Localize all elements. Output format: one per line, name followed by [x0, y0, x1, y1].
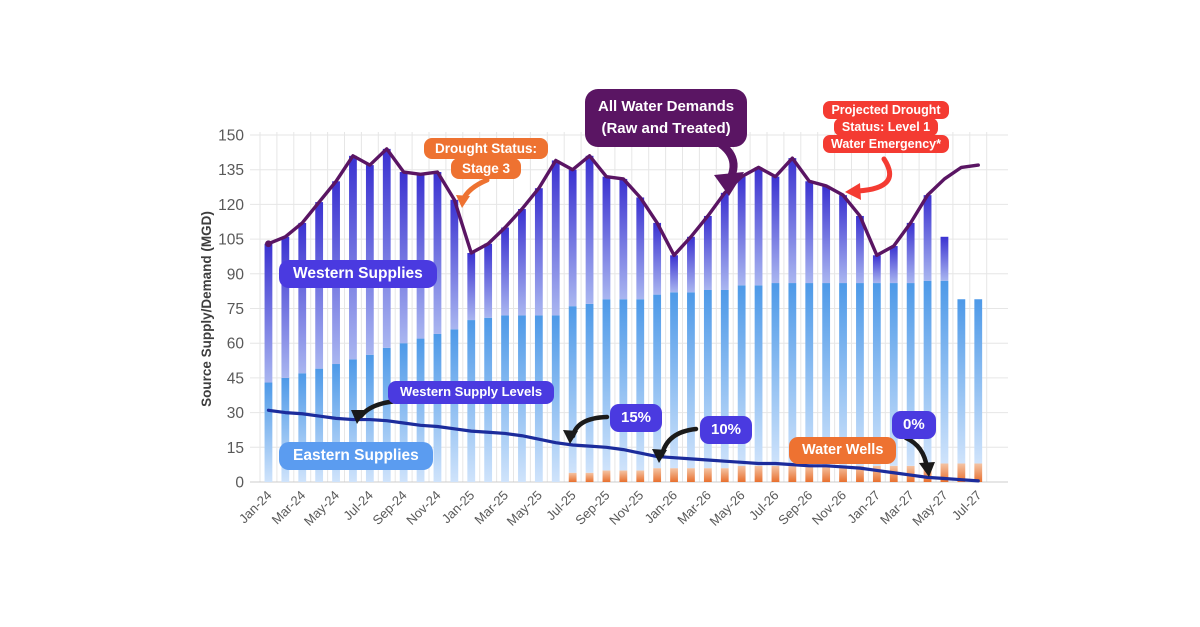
svg-text:Jan-26: Jan-26	[641, 488, 680, 527]
svg-text:Nov-24: Nov-24	[403, 488, 443, 528]
pct-15-badge: 15%	[610, 404, 663, 432]
y-axis-title: Source Supply/Demand (MGD)	[199, 211, 214, 407]
pct-10-badge: 10%	[700, 416, 753, 444]
svg-text:May-26: May-26	[707, 488, 748, 529]
x-axis-tick-labels: Jan-24Mar-24May-24Jul-24Sep-24Nov-24Jan-…	[236, 488, 985, 529]
svg-text:15: 15	[227, 440, 244, 457]
svg-text:Nov-26: Nov-26	[809, 488, 849, 528]
drought-stage3-line2: Stage 3	[450, 158, 522, 179]
y-axis-tick-labels: 0 15 30 45 60 75 90 105 120 135 150	[218, 128, 244, 492]
svg-text:Jan-24: Jan-24	[236, 488, 275, 527]
svg-text:Sep-24: Sep-24	[370, 488, 410, 528]
svg-text:Nov-25: Nov-25	[606, 488, 646, 528]
all-water-demands-line	[265, 147, 980, 257]
svg-text:Mar-26: Mar-26	[674, 488, 714, 528]
drought-stage3-line1: Drought Status:	[424, 138, 548, 159]
svg-text:0: 0	[235, 475, 244, 492]
svg-text:Mar-24: Mar-24	[269, 488, 309, 528]
water-wells-label: Water Wells	[789, 437, 897, 464]
western-supply-levels-line	[266, 408, 980, 483]
projected-drought-line1: Projected Drought	[823, 101, 949, 119]
svg-text:Jan-27: Jan-27	[844, 488, 883, 527]
svg-text:75: 75	[227, 301, 244, 318]
svg-text:May-24: May-24	[301, 488, 342, 529]
svg-text:60: 60	[227, 336, 245, 353]
svg-text:150: 150	[218, 128, 244, 145]
eastern-supplies-label: Eastern Supplies	[279, 442, 433, 471]
svg-text:135: 135	[218, 162, 244, 179]
svg-text:Mar-27: Mar-27	[877, 488, 917, 528]
svg-text:105: 105	[218, 232, 244, 249]
drought-stage3-callout: Drought Status: Stage 3	[424, 138, 548, 179]
svg-text:Mar-25: Mar-25	[471, 488, 511, 528]
all-water-demands-callout: All Water Demands (Raw and Treated)	[585, 89, 748, 147]
supply-bars	[264, 148, 983, 482]
svg-text:90: 90	[227, 266, 245, 283]
svg-text:30: 30	[227, 405, 245, 422]
pct-0-badge: 0%	[892, 411, 936, 439]
projected-drought-callout: Projected Drought Status: Level 1 Water …	[820, 101, 952, 153]
svg-text:May-27: May-27	[909, 488, 950, 529]
svg-text:Jan-25: Jan-25	[439, 488, 478, 527]
svg-text:120: 120	[218, 197, 244, 214]
svg-text:45: 45	[227, 370, 244, 387]
svg-text:May-25: May-25	[504, 488, 545, 529]
all-water-demands-line1: All Water Demands	[598, 98, 735, 115]
western-supplies-label: Western Supplies	[279, 260, 437, 289]
svg-text:Jul-27: Jul-27	[949, 488, 985, 524]
svg-text:Sep-25: Sep-25	[572, 488, 612, 528]
projected-drought-line3: Water Emergency*	[823, 135, 949, 153]
svg-text:Sep-26: Sep-26	[775, 488, 815, 528]
all-water-demands-line2: (Raw and Treated)	[601, 119, 731, 137]
projected-drought-line2: Status: Level 1	[833, 118, 939, 136]
western-supply-levels-label: Western Supply Levels	[388, 381, 555, 404]
